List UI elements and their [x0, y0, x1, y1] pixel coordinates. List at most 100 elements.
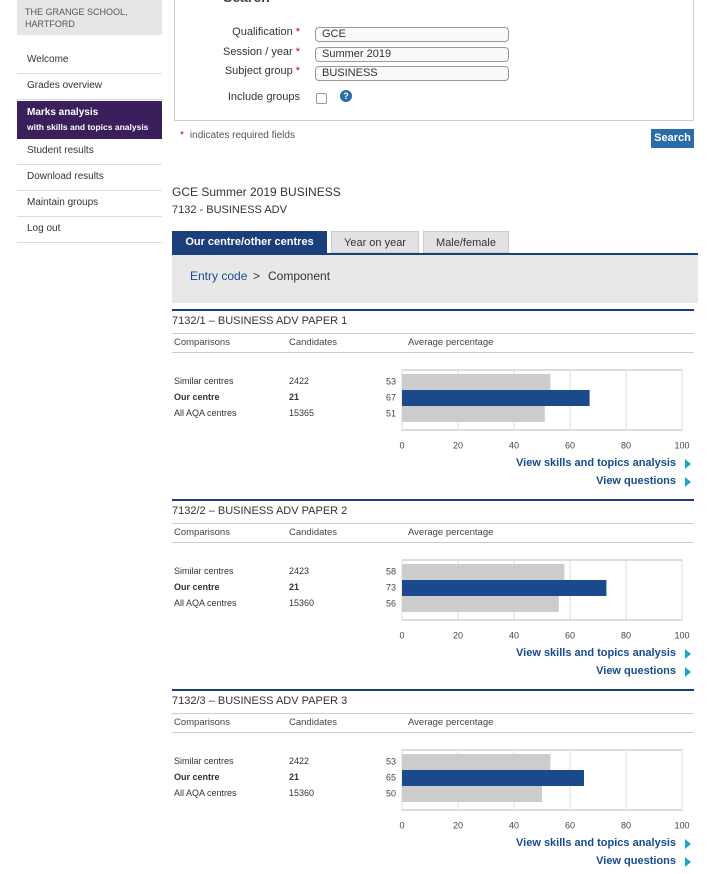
- link-arrow: [685, 477, 691, 487]
- bar: [402, 390, 590, 406]
- help-icon[interactable]: ?: [340, 90, 352, 102]
- breadcrumb[interactable]: Entry code: [190, 269, 248, 283]
- rule: [172, 352, 694, 353]
- value-label: 51: [386, 408, 396, 418]
- nav-item[interactable]: Log out: [27, 223, 61, 234]
- checkbox[interactable]: [316, 93, 327, 104]
- bar: [402, 786, 542, 802]
- nav-item[interactable]: Download results: [27, 171, 104, 182]
- x-tick-label: 60: [565, 440, 575, 450]
- form-heading: Search: [223, 0, 270, 5]
- field-label: Session / year *: [223, 45, 300, 58]
- row-name: Our centre: [174, 392, 220, 402]
- table-header: Candidates: [289, 717, 338, 728]
- rule: [172, 523, 694, 524]
- select[interactable]: GCE: [315, 27, 509, 42]
- link[interactable]: View questions: [596, 665, 676, 677]
- rule: [172, 732, 694, 733]
- link[interactable]: View questions: [596, 855, 676, 867]
- row-candidates: 15360: [289, 788, 315, 798]
- bar: [402, 580, 607, 596]
- value-label: 73: [386, 582, 396, 592]
- tab[interactable]: Our centre/other centres: [172, 231, 327, 253]
- required-mark: *: [295, 26, 300, 38]
- component-rule: [172, 309, 694, 311]
- x-tick-label: 40: [509, 630, 519, 640]
- nav-item[interactable]: Maintain groups: [27, 197, 99, 208]
- rule: [172, 713, 694, 714]
- row-candidates: 2422: [289, 376, 310, 386]
- row-name: Our centre: [174, 582, 220, 592]
- link[interactable]: View questions: [596, 475, 676, 487]
- value-label: 58: [386, 566, 396, 576]
- x-tick-label: 20: [453, 630, 463, 640]
- rule: [172, 333, 694, 334]
- x-tick-label: 20: [453, 820, 463, 830]
- link-arrow: [685, 649, 691, 659]
- tab[interactable]: Year on year: [331, 231, 419, 253]
- x-tick-label: 0: [399, 820, 404, 830]
- link-arrow: [685, 459, 691, 469]
- x-tick-label: 0: [399, 440, 404, 450]
- separator: [17, 242, 162, 243]
- x-tick-label: 60: [565, 630, 575, 640]
- select[interactable]: BUSINESS: [315, 66, 509, 81]
- school-name: THE GRANGE SCHOOL, HARTFORD: [17, 0, 162, 35]
- x-tick-label: 100: [674, 820, 689, 830]
- x-tick-label: 40: [509, 820, 519, 830]
- breadcrumb: >: [253, 269, 261, 283]
- x-tick-label: 40: [509, 440, 519, 450]
- checkbox-label: Include groups: [227, 91, 300, 103]
- breadcrumb: Component: [268, 269, 331, 283]
- field-label: Qualification *: [232, 26, 300, 38]
- component-rule: [172, 689, 694, 691]
- bar: [402, 596, 559, 612]
- search-button[interactable]: Search: [651, 129, 694, 148]
- report-title: GCE Summer 2019 BUSINESS: [172, 185, 341, 199]
- table-header: Average percentage: [408, 717, 494, 728]
- bar: [402, 374, 551, 390]
- nav-sublabel: with skills and topics analysis: [27, 122, 149, 132]
- select[interactable]: Summer 2019: [315, 46, 509, 62]
- nav-item[interactable]: Student results: [27, 145, 94, 156]
- row-candidates: 2423: [289, 566, 310, 576]
- search-box: Search Qualification* GCE Session / year* Su…: [174, 0, 694, 121]
- row-candidates: 15360: [289, 598, 315, 608]
- link[interactable]: View skills and topics analysis: [516, 837, 676, 849]
- report-subtitle: 7132 - BUSINESS ADV: [172, 204, 287, 216]
- tab-panel: [172, 253, 698, 303]
- bar: [402, 754, 551, 770]
- table-header: Candidates: [289, 527, 338, 538]
- bar: [402, 770, 584, 786]
- value-label: 53: [386, 756, 396, 766]
- row-name: Similar centres: [174, 376, 234, 386]
- bar: [402, 406, 545, 422]
- link-arrow: [685, 839, 691, 849]
- nav-item[interactable]: Grades overview: [27, 80, 103, 91]
- table-header: Average percentage: [408, 527, 494, 538]
- row-candidates: 21: [289, 392, 300, 402]
- component-rule: [172, 499, 694, 501]
- rule: [172, 542, 694, 543]
- x-tick-label: 60: [565, 820, 575, 830]
- separator: [17, 73, 162, 74]
- value-label: 56: [386, 598, 396, 608]
- link[interactable]: View skills and topics analysis: [516, 647, 676, 659]
- table-header: Comparisons: [174, 527, 230, 538]
- link[interactable]: View skills and topics analysis: [516, 457, 676, 469]
- row-candidates: 21: [289, 582, 300, 592]
- x-tick-label: 0: [399, 630, 404, 640]
- bar: [402, 564, 565, 580]
- bar-chart: 0 20 40 60 80 100 53 65 50: [386, 749, 690, 830]
- table-header: Candidates: [289, 337, 338, 348]
- tab[interactable]: Male/female: [423, 231, 509, 253]
- value-label: 50: [386, 788, 396, 798]
- value-label: 67: [386, 392, 396, 402]
- row-name: Our centre: [174, 772, 220, 782]
- nav-item[interactable]: Welcome: [27, 54, 69, 65]
- nav-item-active[interactable]: Marks analysis with skills and topics ana…: [17, 101, 162, 139]
- row-candidates: 15365: [289, 408, 315, 418]
- required-note: * indicates required fields: [180, 130, 295, 141]
- link-arrow: [685, 667, 691, 677]
